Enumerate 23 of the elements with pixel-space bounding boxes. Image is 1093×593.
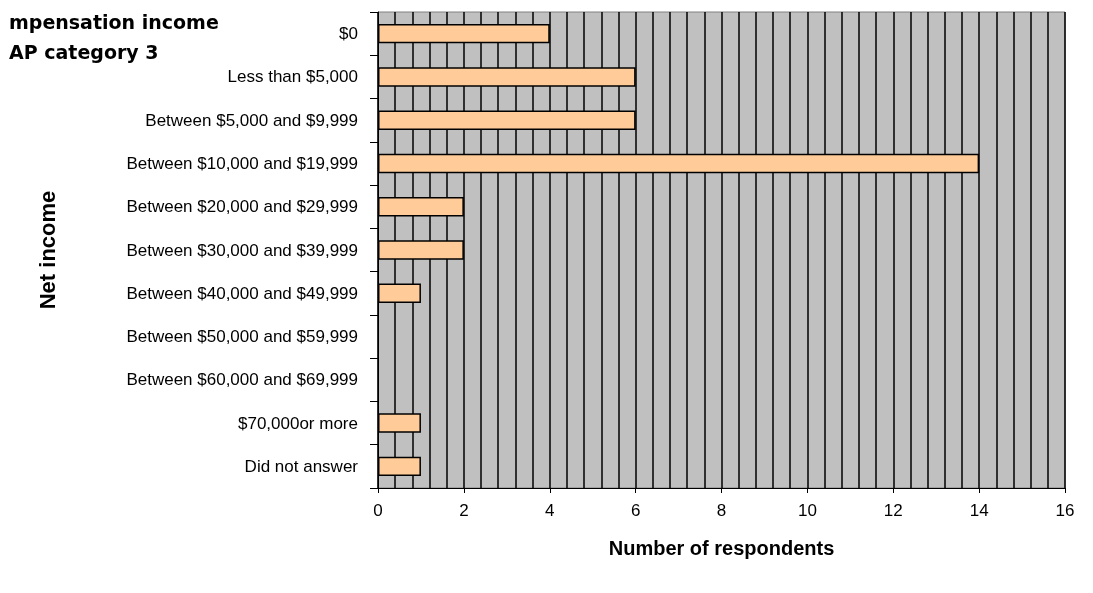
y-tick-label: Did not answer [244,456,359,476]
y-tick-label: Less than $5,000 [227,67,358,87]
y-tick-label: Between $40,000 and $49,999 [126,283,358,303]
y-axis-title: Net income [34,190,60,310]
x-tick-label: 6 [630,501,641,520]
text: mpensation income AP category 3 [9,11,219,63]
x-tick-label: 8 [716,501,727,520]
y-tick-label: Between $20,000 and $29,999 [126,197,358,217]
y-tick-label: $0 [339,24,358,44]
y-tick-label: Between $30,000 and $39,999 [126,240,358,260]
x-tick-label: 4 [545,501,555,520]
y-tick-label: Between $10,000 and $19,999 [126,153,358,173]
y-tick-label: Between $50,000 and $59,999 [126,327,358,347]
y-tick-label: $70,000or more [237,413,358,433]
x-tick-label: 16 [1055,501,1075,520]
x-tick-label: 10 [797,501,817,520]
x-tick-label: 2 [459,501,469,520]
x-tick-label: 12 [883,501,903,520]
y-tick-label: Between $60,000 and $69,999 [126,370,358,390]
x-axis-title: Number of respondents [608,537,835,559]
x-tick-label: 14 [969,501,989,520]
x-tick-label: 0 [373,501,383,520]
y-tick-label: Between $5,000 and $9,999 [145,110,358,130]
